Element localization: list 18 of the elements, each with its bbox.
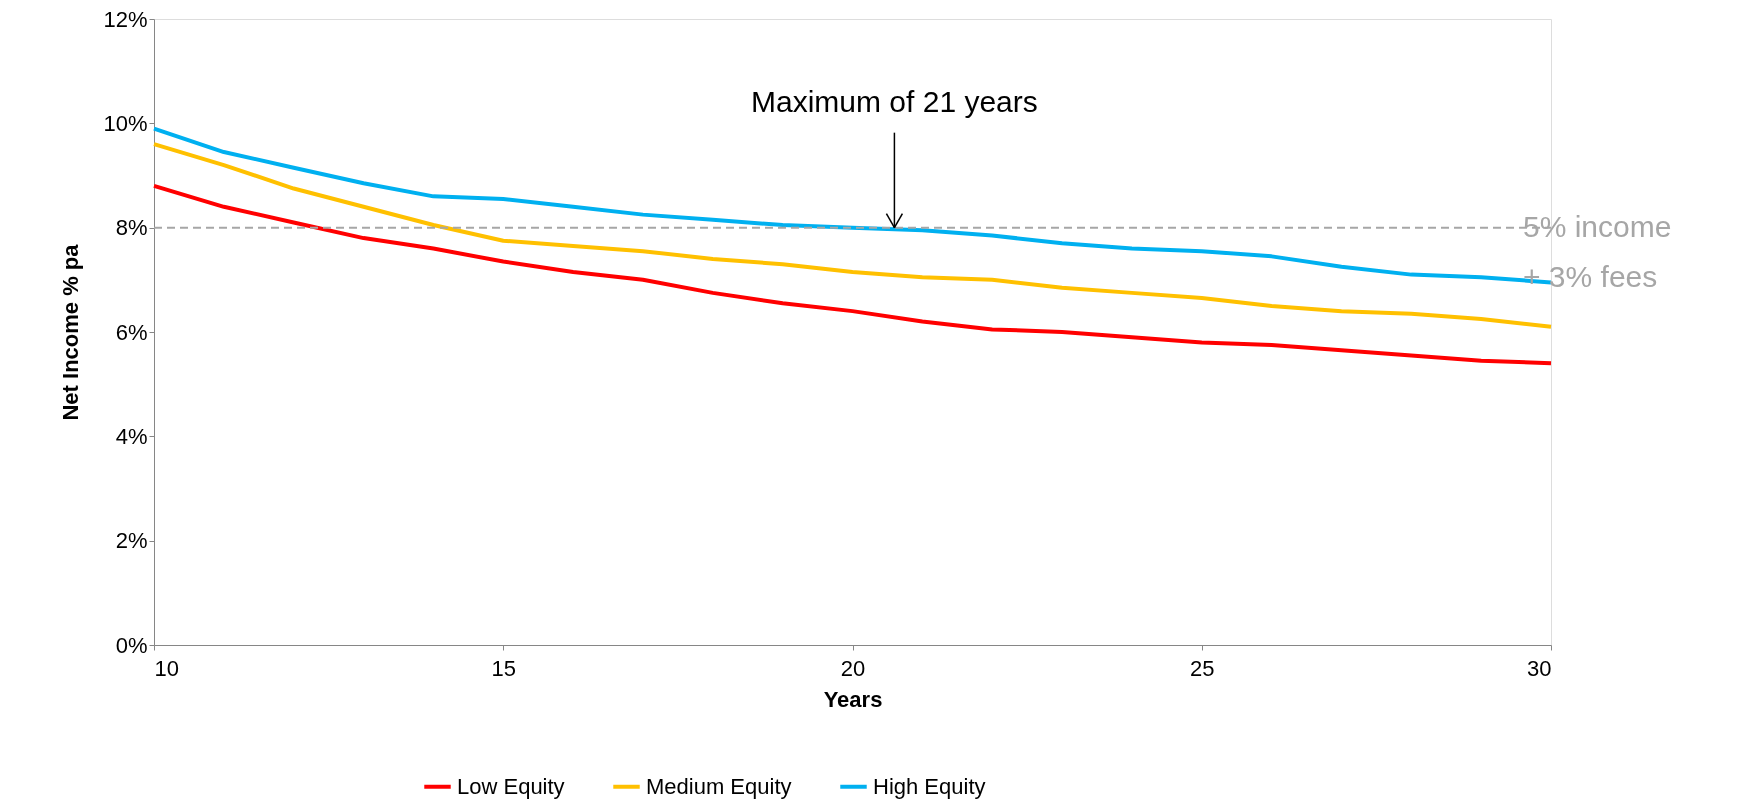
annotation: Maximum of 21 years (751, 84, 1038, 118)
y-tick-label: 2% (115, 528, 148, 554)
x-tick-label: 30 (1527, 655, 1552, 681)
y-axis-title: Net Income % pa (58, 243, 84, 421)
legend-label: Low Equity (457, 773, 565, 799)
y-tick-label: 10% (103, 110, 148, 136)
x-axis-title: Years (823, 686, 883, 712)
y-tick-label: 6% (115, 319, 148, 345)
x-tick-label: 20 (840, 655, 866, 681)
legend-label: High Equity (873, 773, 986, 799)
x-tick-label: 10 (154, 655, 179, 681)
y-tick-label: 4% (115, 423, 148, 449)
legend-label: Medium Equity (646, 773, 792, 799)
x-tick-label: 15 (491, 655, 516, 681)
y-tick-label: 12% (103, 6, 148, 32)
x-tick-label: 25 (1190, 655, 1215, 681)
y-tick-label: 8% (115, 215, 148, 241)
y-tick-label: 0% (115, 632, 148, 658)
